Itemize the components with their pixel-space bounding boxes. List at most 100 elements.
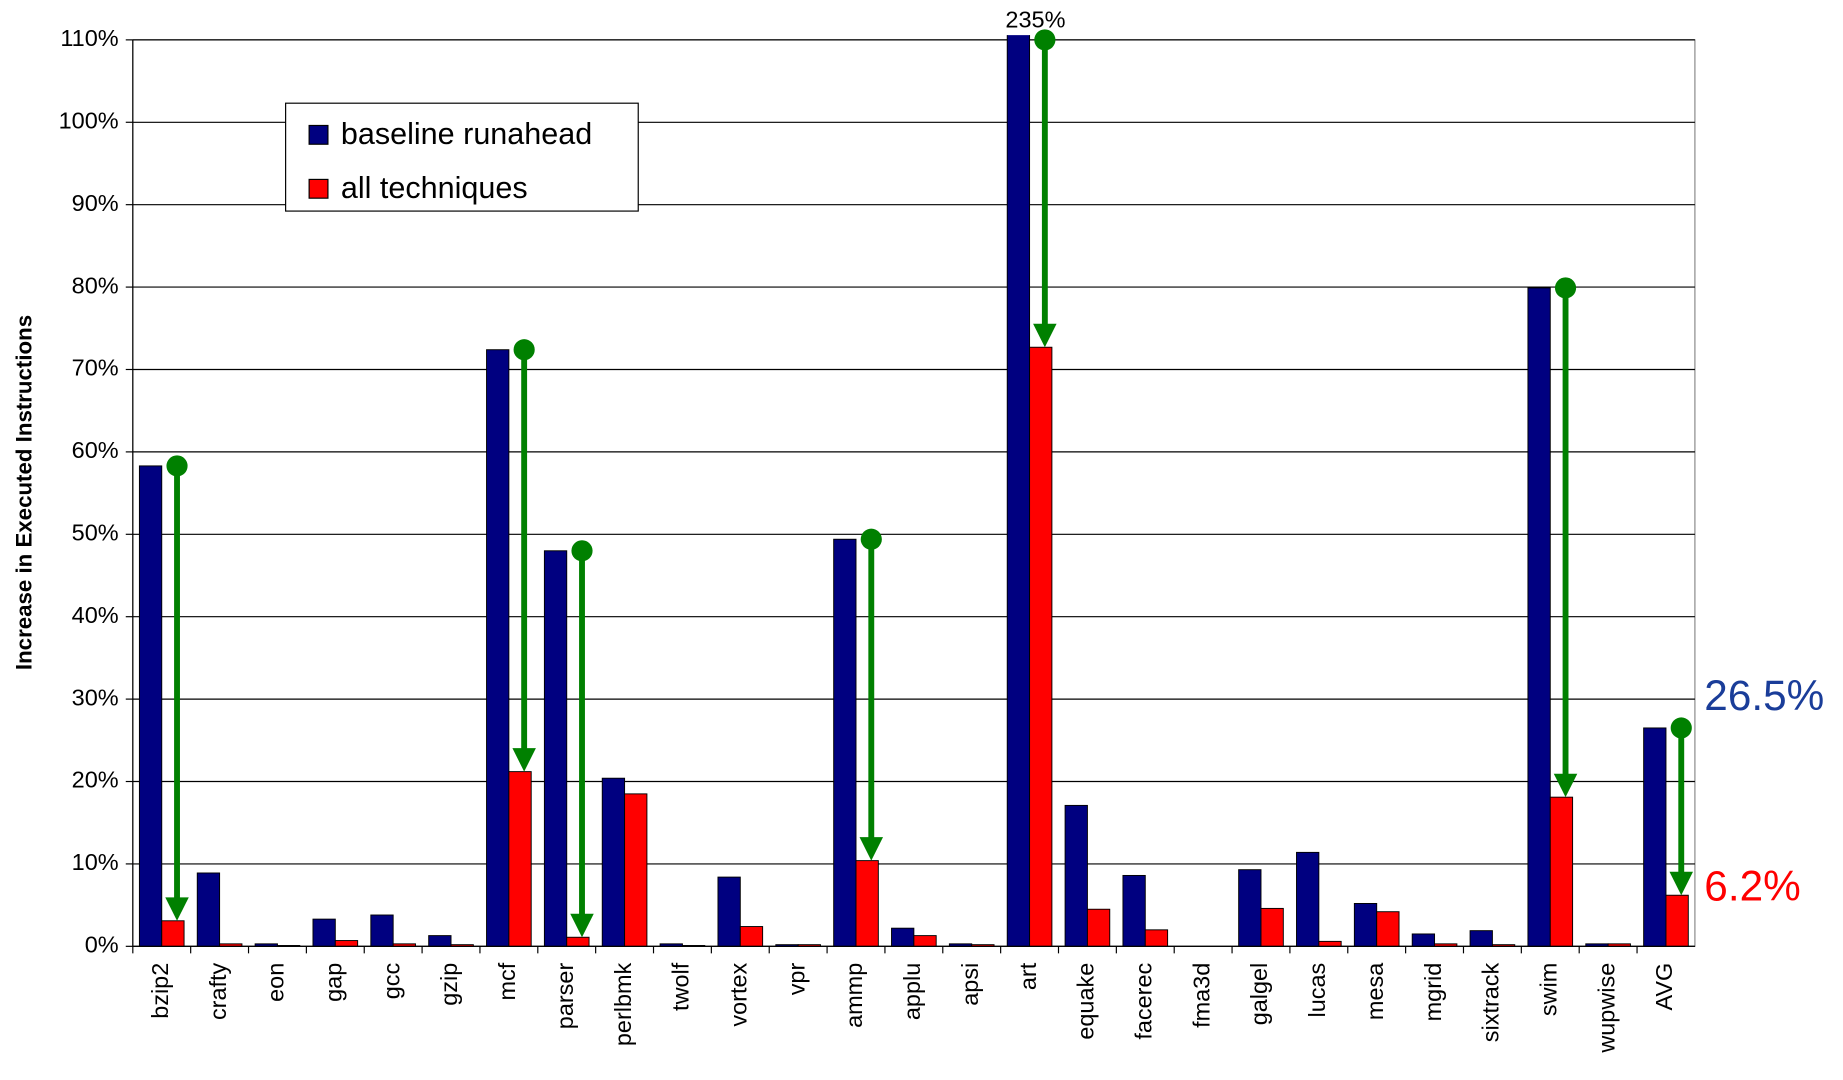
- arrow-head: [1553, 773, 1578, 798]
- y-axis-label: Increase in Executed Instructions: [12, 315, 37, 670]
- bar: [1469, 930, 1493, 947]
- bar: [1260, 907, 1284, 947]
- bar: [1527, 287, 1551, 947]
- bar: [1665, 894, 1689, 947]
- bar: [1353, 902, 1378, 947]
- x-tick-label: galgel: [1246, 963, 1272, 1026]
- y-tick-label: 50%: [72, 520, 119, 546]
- bar: [1318, 940, 1342, 947]
- bars: [138, 35, 1689, 947]
- x-tick-label: mgrid: [1420, 963, 1446, 1022]
- y-tick-label: 40%: [72, 602, 119, 628]
- arrow-head: [512, 748, 536, 772]
- y-tick-label: 20%: [72, 767, 119, 793]
- bar: [717, 876, 741, 947]
- arrow-head: [570, 913, 594, 938]
- bar: [486, 349, 510, 947]
- bar: [1029, 346, 1053, 947]
- bar: [1086, 908, 1111, 947]
- x-tick-label: gap: [320, 963, 346, 1002]
- arrow-dot: [571, 540, 593, 562]
- bar: [1122, 874, 1146, 947]
- y-tick-label: 0%: [85, 932, 119, 958]
- bar: [508, 771, 532, 947]
- bar: [161, 920, 185, 947]
- y-tick-label: 90%: [72, 190, 119, 216]
- legend-swatch: [308, 124, 329, 145]
- arrow-dot: [860, 528, 882, 550]
- bar: [196, 872, 221, 947]
- y-tick-label: 10%: [72, 849, 119, 875]
- arrow-head: [1669, 871, 1694, 896]
- bar: [913, 935, 937, 947]
- x-tick-label: swim: [1535, 963, 1561, 1016]
- x-tick-label: parser: [552, 963, 578, 1030]
- x-tick-label: lucas: [1304, 963, 1330, 1018]
- y-tick-label: 70%: [72, 355, 119, 381]
- x-tick-label: facerec: [1130, 962, 1156, 1039]
- bar: [1006, 35, 1031, 947]
- legend-label: all techniques: [341, 171, 528, 205]
- y-tick-label: 60%: [72, 437, 119, 463]
- x-tick-label: apsi: [957, 963, 983, 1006]
- arrow-dot: [166, 455, 188, 477]
- legend-box: [285, 102, 639, 212]
- bar: [855, 860, 879, 947]
- bar: [1376, 911, 1400, 947]
- bar: [370, 914, 394, 947]
- x-tick-label: ammp: [841, 963, 867, 1028]
- bar: [1296, 851, 1320, 947]
- bar: [1064, 804, 1088, 947]
- bar: [1144, 929, 1169, 947]
- bar: [334, 940, 359, 947]
- x-tick-label: AVG: [1651, 963, 1677, 1011]
- x-tick-label: mcf: [494, 962, 520, 1000]
- x-tick-label: eon: [263, 963, 289, 1002]
- arrow-head: [1033, 323, 1057, 348]
- x-tick-label: gcc: [378, 962, 404, 999]
- value-label: 235%: [1005, 6, 1065, 32]
- arrow-dot: [1034, 29, 1056, 51]
- x-tick-label: vortex: [725, 962, 751, 1026]
- y-tick-label: 80%: [72, 272, 119, 298]
- bar: [601, 777, 626, 947]
- bar: [1549, 796, 1574, 947]
- x-tick-label: sixtrack: [1478, 962, 1504, 1042]
- x-tick-label: perlbmk: [610, 962, 636, 1046]
- legend-swatch: [308, 178, 329, 199]
- legend-label: baseline runahead: [341, 117, 592, 151]
- bar: [566, 936, 590, 947]
- arrow-head: [859, 837, 884, 861]
- x-tick-label: wupwise: [1593, 963, 1619, 1054]
- arrow-dot: [1554, 277, 1577, 299]
- bar: [138, 465, 163, 947]
- y-tick-label: 30%: [72, 684, 119, 710]
- x-tick-label: art: [1015, 962, 1041, 990]
- arrow-dot: [513, 339, 535, 361]
- bar: [739, 926, 764, 947]
- x-tick-label: fma3d: [1188, 963, 1214, 1028]
- y-tick-label: 100%: [59, 107, 119, 133]
- x-tick-label: mesa: [1362, 962, 1388, 1020]
- bar: [543, 550, 568, 947]
- x-tick-label: applu: [899, 963, 925, 1020]
- x-tick-label: vpr: [783, 963, 809, 996]
- arrow-dot: [1670, 717, 1692, 739]
- bar: [428, 935, 452, 947]
- x-tick-label: crafty: [205, 962, 231, 1020]
- bar: [1411, 933, 1436, 947]
- bar: [1643, 727, 1667, 947]
- value-label: 6.2%: [1704, 863, 1800, 910]
- x-tick-label: equake: [1073, 963, 1099, 1040]
- arrow-head: [165, 897, 189, 921]
- bar: [624, 793, 648, 947]
- bar: [312, 918, 336, 947]
- x-tick-label: gzip: [436, 963, 462, 1006]
- y-tick-label: 110%: [60, 25, 118, 51]
- bar: [833, 538, 857, 947]
- bar: [891, 927, 915, 947]
- bar: [1238, 869, 1262, 947]
- value-label: 26.5%: [1704, 672, 1824, 719]
